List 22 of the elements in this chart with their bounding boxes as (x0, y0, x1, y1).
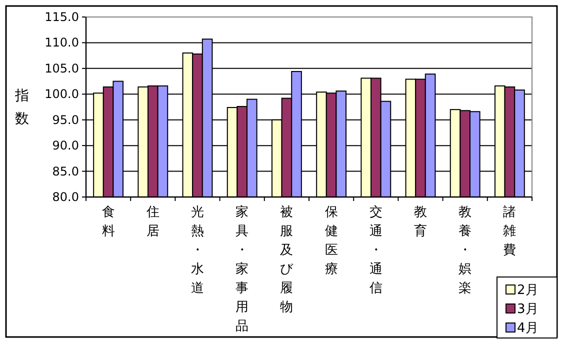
x-tick-label: 食料 (102, 205, 115, 239)
y-tick-label: 100.0 (44, 87, 79, 102)
y-tick-label: 115.0 (44, 10, 79, 24)
y-tick-label: 105.0 (44, 61, 79, 76)
x-tick-label: 住居 (145, 205, 160, 239)
x-tick-label: 教育 (414, 205, 427, 239)
y-tick-label: 110.0 (44, 36, 79, 50)
x-tick-label: 被服及び履物 (280, 205, 294, 315)
legend-label: 4月 (517, 321, 538, 336)
y-tick-label: 95.0 (52, 112, 79, 127)
x-tick-label: 交通・通信 (369, 204, 382, 296)
legend-label: 2月 (517, 283, 538, 298)
x-tick-label: 諸雑費 (503, 205, 516, 258)
y-tick-label: 80.0 (52, 190, 79, 204)
legend-label: 3月 (517, 302, 538, 317)
x-tick-label: 保健医療 (324, 205, 338, 277)
y-axis-title: 指数 (14, 88, 29, 127)
x-tick-label: 家具・家事用品 (236, 204, 249, 334)
y-tick-label: 90.0 (52, 138, 79, 153)
x-tick-label: 教養・娯楽 (458, 205, 472, 296)
y-tick-label: 85.0 (52, 164, 79, 178)
x-tick-label: 光熱・水道 (191, 205, 204, 296)
